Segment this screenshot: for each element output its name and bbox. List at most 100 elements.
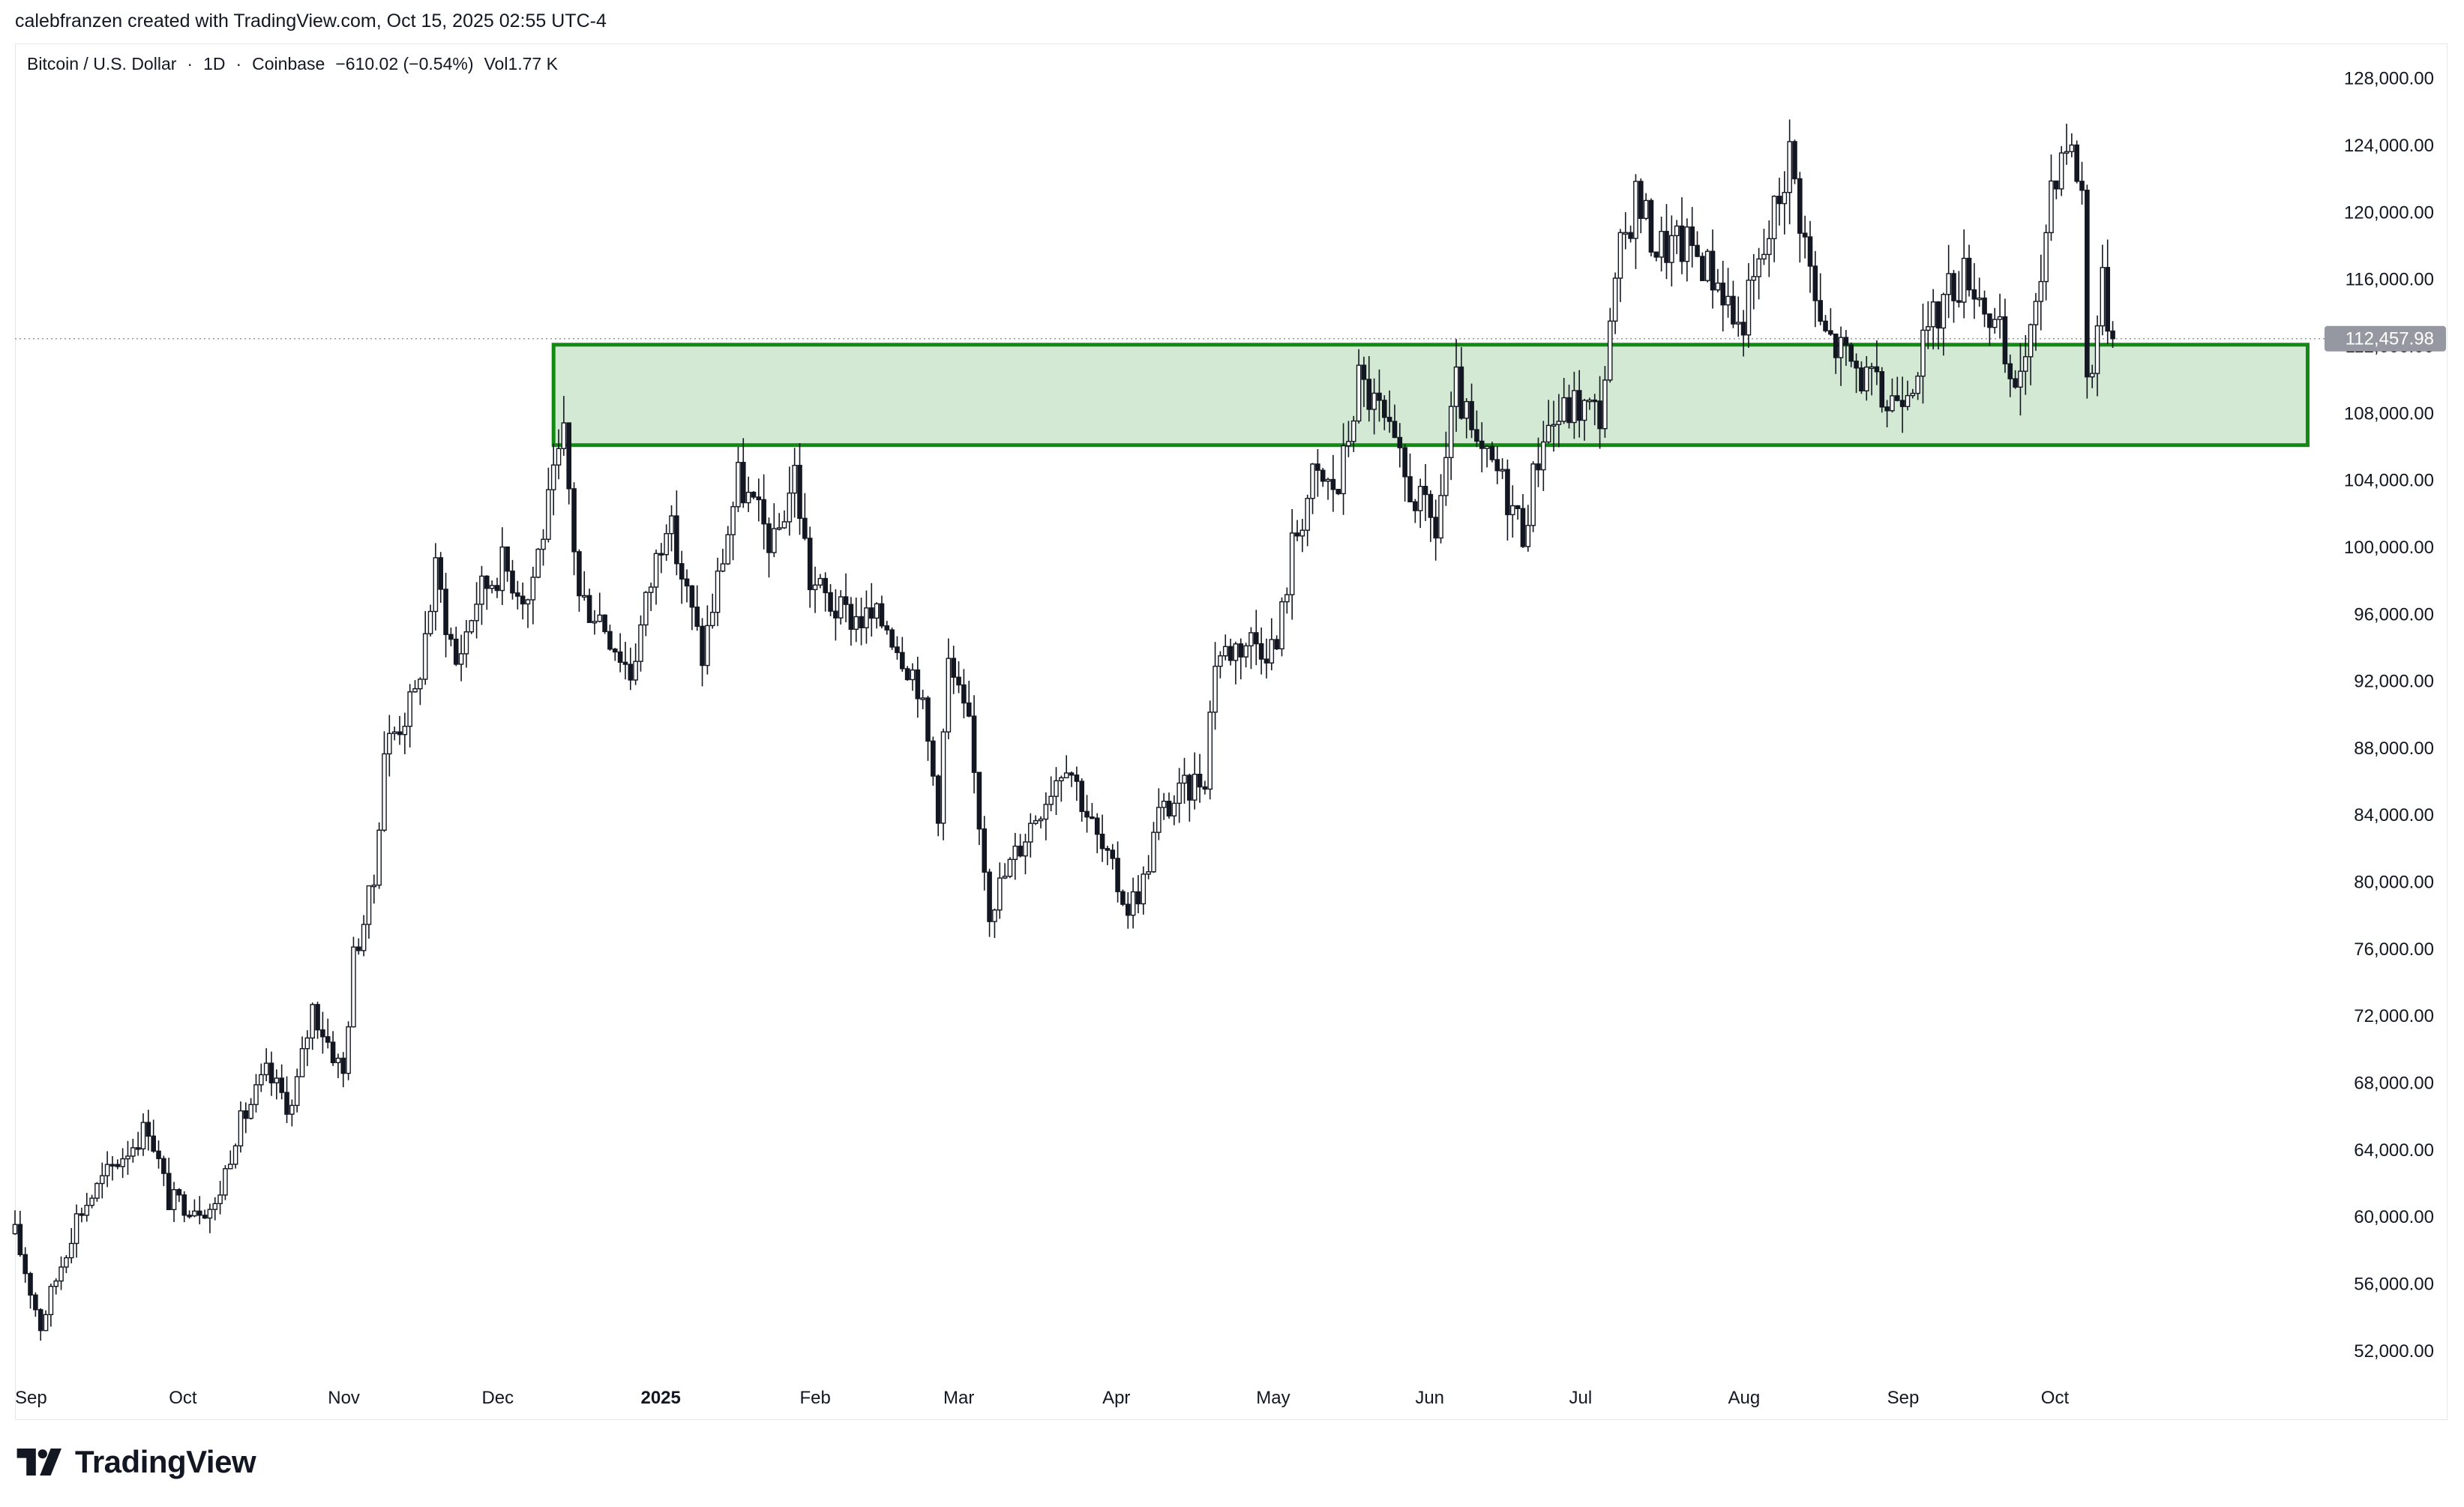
- candle-body: [284, 1092, 289, 1115]
- candle-body: [679, 563, 685, 580]
- candle-body: [1771, 196, 1777, 240]
- candle-body: [469, 620, 475, 633]
- candle-body: [1648, 199, 1654, 253]
- time-tick-label: Nov: [328, 1388, 360, 1408]
- candle-body: [1448, 406, 1454, 458]
- candle-body: [940, 731, 946, 824]
- candle-body: [1797, 178, 1803, 234]
- candle-body: [1587, 399, 1593, 403]
- time-axis[interactable]: Sep Oct Nov Dec 2025 Feb Mar Apr May Jun Jul Aug Sep…: [15, 1388, 2069, 1408]
- candle-body: [1120, 891, 1126, 905]
- candle-body: [238, 1110, 244, 1147]
- candle-body: [2018, 370, 2023, 388]
- candle-body: [192, 1210, 197, 1217]
- candle-body: [781, 521, 787, 529]
- candle-body: [1700, 256, 1705, 281]
- candle-body: [756, 496, 762, 501]
- candle-body: [946, 658, 952, 733]
- candle-body: [1812, 265, 1818, 301]
- candle-body: [904, 668, 910, 681]
- candle-body: [84, 1204, 90, 1216]
- symbol-legend[interactable]: Bitcoin / U.S. Dollar · 1D · Coinbase −610.02…: [27, 54, 568, 74]
- time-tick-label: Dec: [481, 1388, 514, 1408]
- candle-body: [1520, 508, 1526, 547]
- price-tick-label: 68,000.00: [2354, 1074, 2434, 1094]
- candle-body: [1643, 199, 1649, 219]
- candle-body: [402, 725, 408, 736]
- candle-body: [740, 462, 746, 504]
- candle-body: [294, 1076, 300, 1107]
- candle-body: [1171, 802, 1177, 816]
- price-tick-label: 72,000.00: [2354, 1006, 2434, 1026]
- candle-body: [838, 596, 844, 619]
- candle-body: [556, 448, 562, 466]
- candle-body: [1905, 394, 1911, 407]
- price-tick-label: 76,000.00: [2354, 939, 2434, 960]
- candle-body: [1464, 400, 1470, 419]
- candle-body: [1776, 196, 1782, 205]
- candle-body: [1899, 400, 1905, 407]
- candle-body: [2089, 373, 2095, 378]
- candle-body: [2064, 151, 2070, 154]
- candle-body: [223, 1168, 228, 1196]
- candle-body: [1074, 774, 1080, 782]
- candle-body: [1177, 782, 1182, 804]
- candle-body: [895, 646, 900, 654]
- candle-body: [1515, 505, 1521, 510]
- candle-body: [351, 946, 356, 1028]
- candle-body: [807, 538, 813, 591]
- candle-body: [130, 1147, 136, 1157]
- candle-body: [1284, 594, 1290, 603]
- candle-body: [2033, 301, 2039, 325]
- candle-body: [1433, 517, 1438, 539]
- candle-body: [212, 1203, 218, 1210]
- candle-body: [325, 1036, 331, 1043]
- candle-body: [1935, 301, 1941, 329]
- candle-body: [104, 1164, 110, 1176]
- candle-body: [1033, 819, 1039, 824]
- candle-body: [2085, 190, 2090, 378]
- candle-body: [1187, 774, 1192, 801]
- candle-body: [1248, 632, 1254, 647]
- candle-body: [1156, 807, 1162, 833]
- candle-body: [259, 1074, 264, 1086]
- candle-body: [1982, 297, 1987, 315]
- candle-body: [1402, 447, 1407, 478]
- candle-body: [1002, 876, 1008, 879]
- candle-body: [638, 624, 643, 662]
- price-axis[interactable]: 52,000.00 56,000.00 60,000.00 64,000.00 68,0…: [2344, 69, 2434, 1362]
- candle-body: [397, 731, 403, 736]
- candle-body: [438, 557, 444, 590]
- candle-body: [1269, 639, 1275, 664]
- candle-body: [1997, 316, 2003, 320]
- candle-body: [1182, 774, 1187, 784]
- candle-body: [1572, 390, 1577, 424]
- candle-body: [705, 625, 710, 667]
- candle-body: [1335, 489, 1341, 495]
- candle-body: [340, 1057, 346, 1074]
- candle-body: [315, 1004, 320, 1031]
- candle-body: [1576, 390, 1582, 421]
- candle-body: [2007, 363, 2013, 379]
- support-zone[interactable]: [551, 343, 2310, 448]
- candle-body: [1105, 848, 1111, 851]
- tradingview-logo[interactable]: TradingView: [16, 1444, 256, 1480]
- candle-body: [1228, 646, 1233, 661]
- candle-body: [2049, 180, 2054, 233]
- candle-body: [1202, 786, 1208, 790]
- candle-body: [433, 557, 439, 613]
- candle-body: [1222, 646, 1228, 657]
- candle-body: [1828, 330, 1833, 335]
- price-tick-label: 84,000.00: [2354, 805, 2434, 825]
- candle-body: [418, 679, 423, 690]
- candle-body: [1633, 181, 1638, 239]
- candle-body: [546, 489, 551, 540]
- candle-body: [797, 465, 802, 520]
- candle-body: [1525, 525, 1531, 547]
- candle-body: [674, 515, 679, 565]
- legend-separator: ·: [187, 54, 193, 73]
- candle-body: [1469, 400, 1474, 430]
- candle-body: [2013, 378, 2018, 388]
- candle-body: [1197, 773, 1203, 788]
